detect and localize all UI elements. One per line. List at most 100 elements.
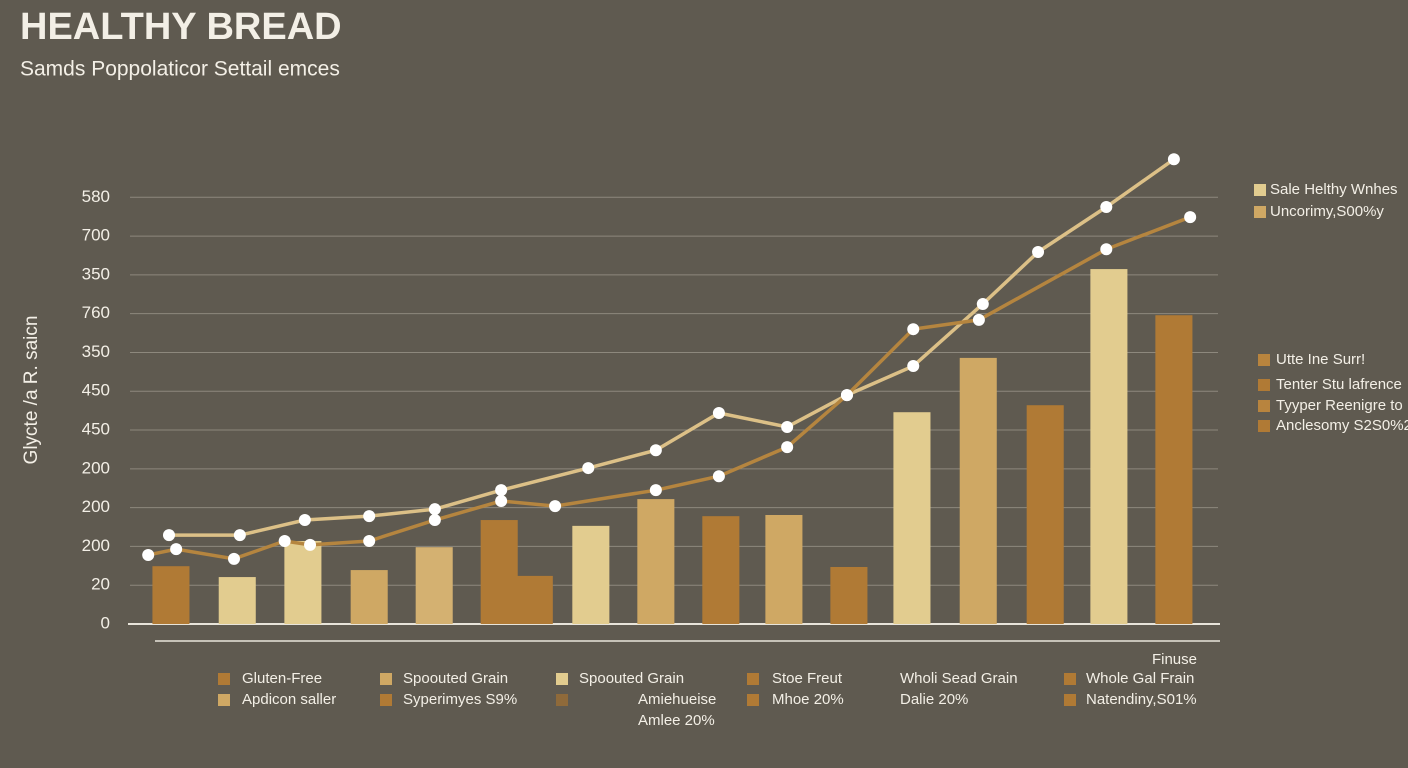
line-point — [1032, 246, 1045, 259]
line-point — [278, 534, 291, 547]
bar — [572, 525, 610, 624]
legend-swatch — [380, 694, 392, 706]
y-tick-label: 200 — [82, 497, 110, 516]
legend-label: Anclesomy S2S0%2 — [1276, 417, 1408, 434]
line-point — [549, 500, 562, 513]
line-point — [907, 360, 920, 373]
legend-swatch — [1258, 400, 1270, 412]
y-tick-label: 760 — [82, 303, 110, 322]
x-note: Finuse — [1152, 651, 1197, 668]
legend-swatch — [380, 673, 392, 685]
bar — [702, 516, 740, 624]
bar — [1155, 315, 1193, 624]
line-point — [233, 529, 246, 542]
y-tick-label: 20 — [91, 575, 110, 594]
line-point — [712, 470, 725, 483]
legend-label: Spoouted Grain — [579, 670, 684, 687]
line-point — [976, 297, 989, 310]
line-point — [228, 552, 240, 565]
bar — [480, 520, 518, 624]
legend-swatch — [1258, 354, 1270, 366]
line-point — [495, 495, 508, 508]
line-point — [582, 462, 595, 475]
y-tick-label: 200 — [82, 536, 110, 555]
legend-label: Stoe Freut — [772, 670, 843, 687]
bar — [959, 357, 997, 624]
line-point — [712, 406, 725, 419]
line-point — [972, 313, 985, 326]
line-point — [1184, 211, 1197, 224]
legend-label: Sale Helthy Wnhes — [1270, 181, 1398, 198]
y-tick-label: 450 — [82, 381, 110, 400]
legend-label: Mhoe 20% — [772, 691, 844, 708]
legend-label: Tenter Stu lafrence — [1276, 376, 1402, 393]
bar — [515, 575, 553, 624]
legend-label: Dalie 20% — [900, 691, 968, 708]
y-tick-label: 200 — [82, 458, 110, 477]
legend-label: Wholi Sead Grain — [900, 670, 1018, 687]
bar — [152, 566, 190, 624]
chart-title: HEALTHY BREAD — [20, 6, 342, 48]
legend-swatch — [1254, 184, 1266, 196]
line-point — [649, 444, 662, 457]
bar — [1026, 405, 1064, 624]
line-point — [363, 510, 376, 523]
bar — [1090, 269, 1128, 624]
chart-subtitle: Samds Poppolaticor Settail emces — [20, 58, 340, 81]
line-point — [363, 534, 376, 547]
line-point — [304, 538, 317, 551]
line-point — [428, 503, 441, 516]
y-tick-label: 700 — [82, 226, 110, 245]
legend-label: Utte Ine Surr! — [1276, 351, 1365, 368]
legend-label: Gluten-Free — [242, 670, 322, 687]
bar — [893, 412, 931, 624]
legend-label: Uncorimy,S00%y — [1270, 203, 1384, 220]
legend-label: Apdicon saller — [242, 691, 336, 708]
y-tick-label: 580 — [82, 187, 110, 206]
y-axis-label: Glycte /a R. saicn — [21, 316, 42, 465]
legend-swatch — [1258, 379, 1270, 391]
y-tick-label: 450 — [82, 420, 110, 439]
bar — [765, 514, 803, 624]
legend-label: Natendiny,S01% — [1086, 691, 1197, 708]
legend-swatch — [218, 673, 230, 685]
line-point — [781, 420, 794, 433]
bar — [415, 547, 453, 624]
line-point — [781, 441, 794, 454]
bar — [218, 577, 256, 624]
legend-swatch — [1254, 206, 1266, 218]
legend-swatch — [218, 694, 230, 706]
y-tick-label: 0 — [101, 613, 110, 632]
line-point — [428, 514, 441, 527]
bar — [350, 570, 388, 624]
legend-swatch — [1064, 694, 1076, 706]
line-point — [298, 514, 311, 527]
line-point — [649, 484, 662, 497]
line-point — [840, 389, 853, 402]
line-point — [1167, 153, 1180, 166]
line-point — [142, 548, 155, 561]
y-tick-label: 350 — [82, 264, 110, 283]
legend-label: Whole Gal Frain — [1086, 670, 1194, 687]
legend-swatch — [1064, 673, 1076, 685]
legend-swatch — [747, 673, 759, 685]
line-point — [170, 543, 183, 556]
line-point — [1100, 243, 1113, 256]
legend-label: Amlee 20% — [638, 712, 715, 729]
legend-swatch — [556, 694, 568, 706]
legend-label: Syperimyes S9% — [403, 691, 517, 708]
line-series — [169, 157, 1175, 537]
bar — [284, 540, 322, 624]
legend-swatch — [556, 673, 568, 685]
legend-label: Amiehueise — [638, 691, 716, 708]
legend-swatch — [1258, 420, 1270, 432]
legend-label: Spoouted Grain — [403, 670, 508, 687]
y-tick-label: 350 — [82, 342, 110, 361]
bar — [830, 566, 868, 624]
legend-label: Tyyper Reenigre to — [1276, 397, 1403, 414]
line-point — [907, 323, 920, 336]
legend-swatch — [747, 694, 759, 706]
line-point — [495, 484, 508, 497]
